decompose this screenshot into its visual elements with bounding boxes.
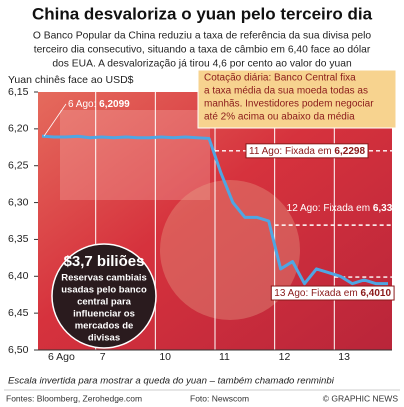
axis-label: Yuan chinês face ao USD$ xyxy=(8,74,134,86)
fixing-label-value: 6,2298 xyxy=(334,145,365,156)
sources: Fontes: Bloomberg, Zerohedge.com xyxy=(6,393,142,403)
reserves-circle xyxy=(51,243,157,349)
subtitle: terceiro dia consecutivo, situando a tax… xyxy=(34,45,371,56)
yuan-line xyxy=(41,134,388,286)
y-tick-label: 6,30 xyxy=(8,196,29,208)
fixing-label-bg xyxy=(270,285,395,301)
x-tick-label: 10 xyxy=(159,351,171,363)
circle-text: influenciar os xyxy=(73,309,135,320)
circle-text: Reservas cambiais xyxy=(61,273,147,284)
banknote-portrait xyxy=(160,180,300,320)
x-tick-label: 13 xyxy=(338,351,350,363)
note-text: até 2% acima ou abaixo da média xyxy=(204,112,355,123)
note-text: Cotação diária: Banco Central fixa xyxy=(204,73,356,84)
circle-text: usadas pelo banco xyxy=(61,285,147,296)
fixing-label-value: 6,3306 xyxy=(373,203,404,214)
fixing-label: 12 Ago: Fixada em 6,3306 xyxy=(287,203,404,214)
fixing-label-text: 11 Ago: Fixada em xyxy=(249,145,334,156)
chart-title: China desvaloriza o yuan pelo terceiro d… xyxy=(32,4,373,23)
note-box xyxy=(197,69,397,129)
y-tick-label: 6,45 xyxy=(8,307,29,319)
note-text: a taxa média da sua moeda todas as xyxy=(204,86,368,97)
fixing-label-text: 13 Ago: Fixada em xyxy=(274,288,360,299)
fixing-label-value: 6,4010 xyxy=(360,288,391,299)
subtitle: O Banco Popular da China reduziu a taxa … xyxy=(33,31,372,42)
x-tick-label: 7 xyxy=(100,351,106,363)
footnote: Escala invertida para mostrar a queda do… xyxy=(8,376,335,387)
circle-headline: $3,7 biliões xyxy=(64,253,145,270)
y-tick-label: 6,35 xyxy=(8,233,29,245)
note-text: manhãs. Investidores podem negociar xyxy=(204,99,374,110)
y-tick-label: 6,25 xyxy=(8,159,29,171)
annotation-leader xyxy=(43,103,67,137)
fixing-label: 11 Ago: Fixada em 6,2298 xyxy=(249,145,365,156)
fixing-label: 13 Ago: Fixada em 6,4010 xyxy=(274,288,391,299)
x-tick-label: 6 Ago xyxy=(48,351,75,363)
start-annotation: 6 Ago: 6,2099 xyxy=(68,99,130,110)
y-tick-label: 6,20 xyxy=(8,123,29,135)
fixing-label-bg xyxy=(245,143,369,159)
start-annotation-value: 6,2099 xyxy=(99,99,130,110)
y-tick-label: 6,15 xyxy=(8,86,29,98)
fixing-label-text: 12 Ago: Fixada em xyxy=(287,203,373,214)
photo-credit: Foto: Newscom xyxy=(190,393,249,403)
x-tick-label: 12 xyxy=(279,351,291,363)
y-tick-label: 6,40 xyxy=(8,270,29,282)
circle-text: mercados de xyxy=(75,321,134,332)
banknote-texture xyxy=(60,110,210,200)
circle-text: divisas xyxy=(88,333,120,344)
start-annotation-text: 6 Ago: xyxy=(68,99,99,110)
x-tick-label: 11 xyxy=(219,351,230,363)
circle-text: central para xyxy=(77,297,132,308)
subtitle: dos EUA. A desvalorização já tirou 4,6 p… xyxy=(52,59,352,70)
y-tick-label: 6,50 xyxy=(8,344,29,356)
credit: © GRAPHIC NEWS xyxy=(323,393,399,403)
